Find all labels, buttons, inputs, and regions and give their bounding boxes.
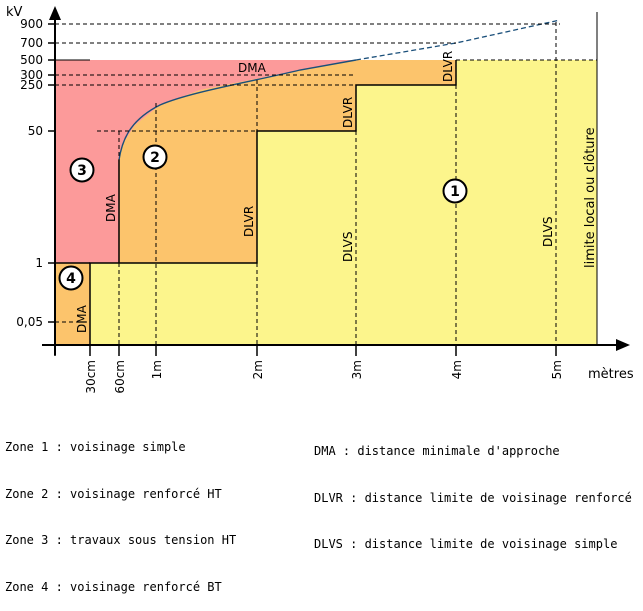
dlvr-3m-label: DLVR [341,97,355,128]
svg-text:3: 3 [77,163,87,179]
legend-zone-1: Zone 1 : voisinage simple [5,440,186,454]
abbreviations-legend: DMA : distance minimale d'approche DLVR … [314,413,632,568]
x-axis-arrow [616,339,630,351]
y-tick-label: 0,05 [16,315,43,329]
svg-text:2: 2 [150,150,160,166]
svg-text:1: 1 [450,184,460,200]
x-unit-label: mètres [588,367,634,382]
zone-1-badge: 1 [442,178,468,204]
legend-zone-4: Zone 4 : voisinage renforcé BT [5,579,222,594]
x-tick-label: 2m [251,360,265,379]
legend-dlvr: DLVR : distance limite de voisinage renf… [314,490,632,505]
y-tick-label: 500 [20,53,43,67]
y-tick-marks [48,23,55,323]
y-tick-label: 1 [35,256,43,270]
zone-3-badge: 3 [69,157,95,183]
legend-dlvs: DLVS : distance limite de voisinage simp… [314,537,618,551]
x-tick-label: 1m [150,360,164,379]
limit-label: limite local ou clôture [583,127,598,268]
y-tick-label: 50 [28,124,43,138]
zone-3-area [55,60,356,263]
y-tick-label: 900 [20,17,43,31]
x-tick-label: 3m [350,360,364,379]
x-tick-label: 30cm [84,360,98,394]
zone-2-badge: 2 [142,144,168,170]
legend-zone-3: Zone 3 : travaux sous tension HT [5,533,237,547]
y-tick-label: 250 [20,78,43,92]
step-boundary [89,60,457,345]
zones-legend: Zone 1 : voisinage simple Zone 2 : voisi… [5,409,236,611]
dlvs-5m-label: DLVS [541,217,555,247]
svg-text:4: 4 [66,271,76,287]
dma-curve-extension [355,19,561,61]
y-unit-label: kV [6,5,23,20]
legend-dma: DMA : distance minimale d'approche [314,444,560,458]
y-axis-arrow [49,6,61,20]
dlvr-4m-label: DLVR [441,51,455,82]
diagram-labels: DMA DMA DMA DLVR DLVR DLVR DLVS DLVS lim… [75,51,598,333]
x-tick-label: 4m [450,360,464,379]
zone-badges: 1 2 3 4 [58,144,468,291]
horizontal-guides [55,23,597,323]
zone-4-badge: 4 [58,265,84,291]
voltage-distance-diagram: kV mètres 900 700 500 300 250 50 1 0,05 … [6,5,634,394]
dlvs-3m-label: DLVS [341,232,355,262]
y-tick-label: 300 [20,68,43,82]
dma-zone4-label: DMA [75,304,89,333]
y-tick-labels: 900 700 500 300 250 50 1 0,05 [16,17,43,329]
x-tick-label: 60cm [113,360,127,394]
dma-curve [118,59,357,161]
legend-zone-2: Zone 2 : voisinage renforcé HT [5,486,222,501]
dlvr-2m-label: DLVR [242,206,256,237]
dma-zone2-label: DMA [104,193,118,222]
dma-curve-label: DMA [238,61,267,75]
zone-2-area [119,60,456,263]
x-tick-label: 5m [550,360,564,379]
x-tick-labels: 30cm 60cm 1m 2m 3m 4m 5m [84,360,564,394]
y-tick-label: 700 [20,36,43,50]
x-tick-marks [54,345,557,356]
